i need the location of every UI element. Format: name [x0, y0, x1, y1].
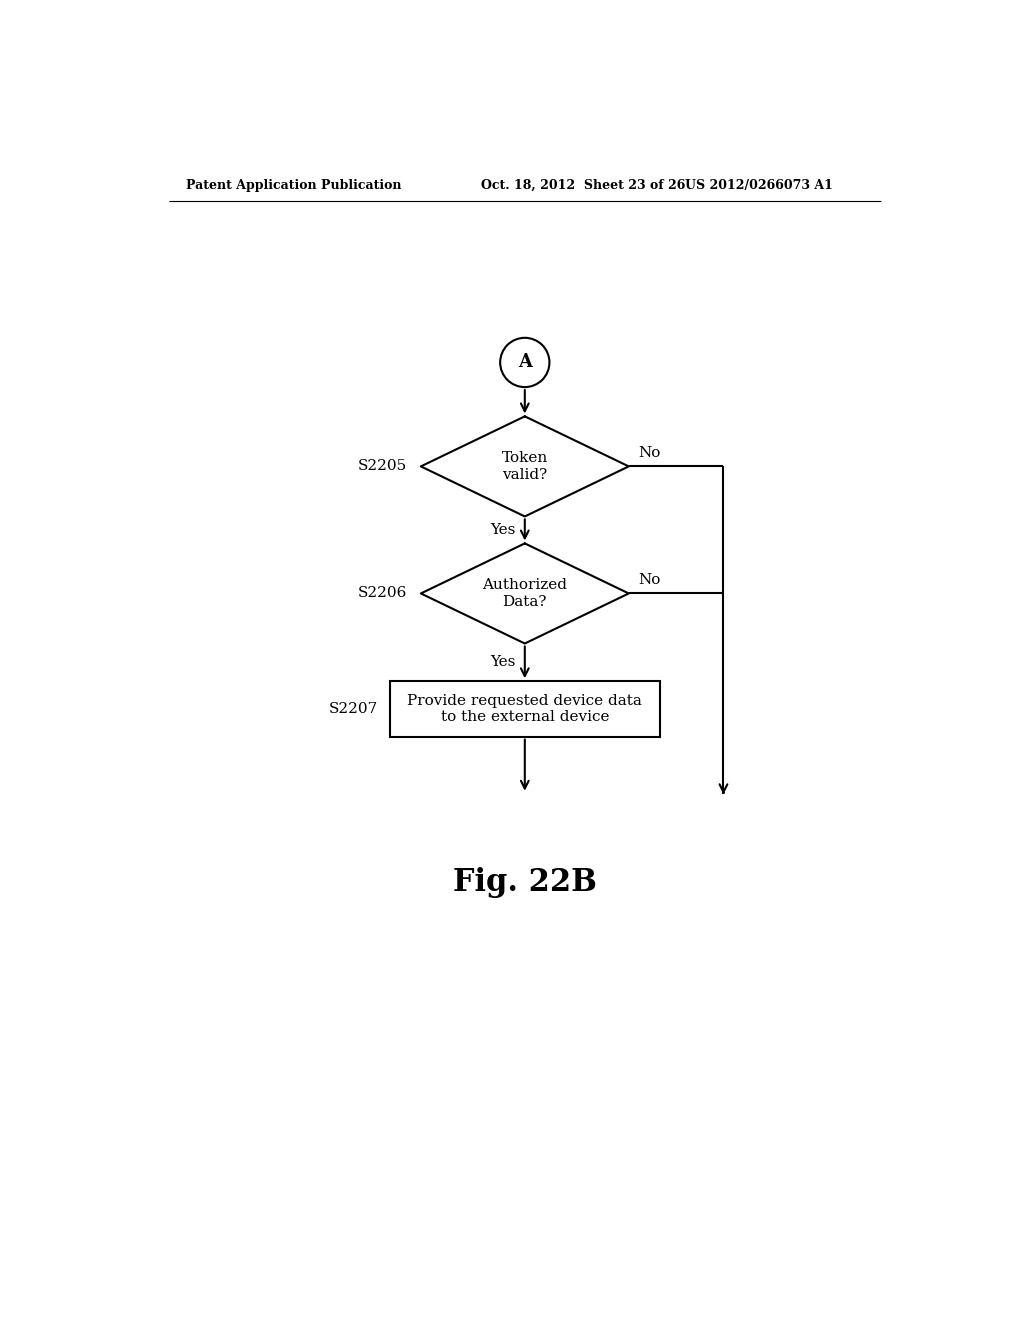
- Text: Provide requested device data
to the external device: Provide requested device data to the ext…: [408, 694, 642, 725]
- Text: A: A: [518, 354, 531, 371]
- Text: Token
valid?: Token valid?: [502, 451, 548, 482]
- Text: Patent Application Publication: Patent Application Publication: [186, 178, 401, 191]
- Text: Yes: Yes: [490, 523, 515, 537]
- Text: Authorized
Data?: Authorized Data?: [482, 578, 567, 609]
- FancyBboxPatch shape: [390, 681, 659, 737]
- Text: Oct. 18, 2012  Sheet 23 of 26: Oct. 18, 2012 Sheet 23 of 26: [481, 178, 685, 191]
- Text: Yes: Yes: [490, 655, 515, 669]
- Text: S2206: S2206: [357, 586, 407, 601]
- Text: No: No: [638, 446, 660, 459]
- Text: S2207: S2207: [330, 702, 379, 715]
- Text: No: No: [638, 573, 660, 586]
- Text: Fig. 22B: Fig. 22B: [453, 867, 597, 898]
- Text: S2205: S2205: [357, 459, 407, 474]
- Text: US 2012/0266073 A1: US 2012/0266073 A1: [685, 178, 833, 191]
